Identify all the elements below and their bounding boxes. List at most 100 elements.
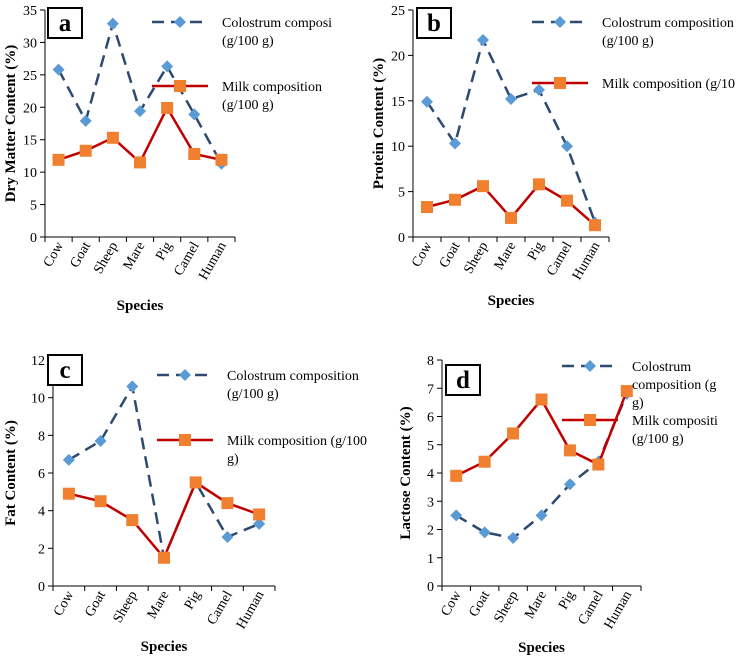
legend: Colostrum composition (g/100 g) Milk compo… [157, 369, 367, 467]
x-tick-label: Pig [153, 240, 175, 264]
y-tick-label: 25 [391, 4, 405, 19]
y-tick-label: 5 [427, 439, 434, 454]
x-tick-label: Cow [51, 588, 78, 619]
colostrum-legend-label: Colostrum [632, 360, 691, 375]
colostrum-point [134, 105, 146, 118]
y-tick-label: 20 [23, 101, 37, 116]
colostrum-point [52, 63, 65, 76]
x-tick-label: Sheep [91, 240, 121, 277]
milk-point [106, 131, 119, 144]
y-tick-label: 10 [31, 392, 45, 407]
y-tick-label: 25 [23, 69, 37, 84]
milk-point [158, 551, 170, 564]
x-tick-label: Mare [121, 240, 149, 273]
milk-point [592, 458, 605, 471]
x-tick-label: Goat [82, 588, 109, 619]
panel-label-box [416, 7, 452, 39]
colostrum-point [421, 95, 433, 108]
y-tick-label: 20 [391, 49, 405, 64]
colostrum-point [253, 517, 266, 530]
y-tick-label: 15 [391, 95, 405, 110]
panel-label: a [59, 10, 72, 37]
milk-legend-marker [554, 77, 566, 89]
colostrum-point [62, 453, 75, 466]
y-tick-label: 15 [23, 134, 37, 149]
milk-legend-label: Milk composition [222, 80, 322, 95]
y-tick-label: 0 [398, 231, 405, 246]
colostrum-legend-marker [554, 16, 566, 28]
panel-label: d [456, 367, 470, 394]
milk-point [94, 495, 107, 508]
milk-point [215, 153, 228, 166]
y-axis-label: Lactose Content (%) [398, 406, 414, 539]
milk-point [449, 193, 461, 206]
y-tick-label: 2 [38, 542, 45, 557]
milk-legend-marker [179, 434, 191, 446]
y-tick-label: 7 [427, 382, 434, 397]
milk-point [589, 219, 601, 232]
x-tick-label: Pig [525, 240, 547, 264]
milk-point [563, 444, 576, 457]
milk-point [450, 469, 463, 482]
milk-point [161, 101, 174, 114]
colostrum-legend-label: Colostrum composition [227, 369, 359, 384]
colostrum-point [79, 114, 92, 127]
milk-point [253, 508, 266, 521]
milk-point [221, 497, 234, 510]
colostrum-point [477, 33, 489, 46]
milk-legend-label: Milk composition (g/10 [602, 77, 735, 92]
x-tick-label: Goat [467, 588, 494, 619]
colostrum-point [161, 60, 174, 73]
x-tick-label: Goat [68, 239, 95, 270]
y-tick-label: 35 [23, 4, 37, 19]
x-tick-label: Pig [182, 589, 204, 613]
y-axis-label: Dry Matter Content (%) [3, 45, 19, 203]
x-tick-label: Mare [145, 589, 173, 622]
x-tick-label: Sheep [111, 589, 141, 626]
milk-point [477, 180, 489, 193]
colostrum-point [507, 531, 520, 544]
x-axis-label: Species [488, 293, 535, 309]
milk-point [620, 385, 633, 398]
colostrum-legend-marker [179, 369, 191, 381]
milk-legend-marker [584, 414, 596, 426]
y-tick-label: 1 [427, 552, 434, 567]
y-axis-label: Fat Content (%) [3, 420, 19, 526]
y-tick-label: 2 [427, 524, 434, 539]
colostrum-legend-label: (g/100 g) [222, 34, 274, 49]
y-tick-label: 12 [31, 354, 45, 369]
milk-legend-label: (g/100 g) [222, 98, 274, 113]
x-tick-label: Human [196, 240, 230, 283]
x-axis-label: Species [117, 298, 164, 314]
x-axis-label: Species [518, 640, 565, 656]
milk-point [478, 455, 491, 468]
colostrum-legend-label: (g/100 g) [227, 387, 279, 402]
colostrum-point [449, 137, 461, 150]
colostrum-point [533, 83, 545, 96]
y-tick-label: 5 [30, 199, 37, 214]
milk-point [421, 201, 433, 214]
milk-point [533, 178, 545, 191]
y-tick-label: 30 [23, 36, 37, 51]
colostrum-legend-label: (g/100 g) [602, 34, 654, 49]
milk-point [507, 427, 520, 440]
y-tick-label: 0 [427, 580, 434, 595]
panel-label: b [427, 10, 441, 37]
y-tick-label: 4 [427, 467, 434, 482]
milk-series-line [68, 480, 260, 561]
x-tick-label: Human [234, 589, 268, 632]
milk-point [126, 514, 139, 527]
colostrum-point [561, 140, 573, 153]
panel-label: c [59, 357, 70, 384]
x-tick-label: Goat [437, 239, 464, 270]
colostrum-point [535, 509, 548, 522]
colostrum-legend-marker [584, 360, 596, 372]
colostrum-point [188, 108, 201, 121]
y-tick-label: 5 [398, 186, 405, 201]
colostrum-point [106, 17, 119, 30]
y-tick-label: 10 [391, 140, 405, 155]
colostrum-point [450, 509, 463, 522]
x-tick-label: Sheep [461, 240, 491, 277]
